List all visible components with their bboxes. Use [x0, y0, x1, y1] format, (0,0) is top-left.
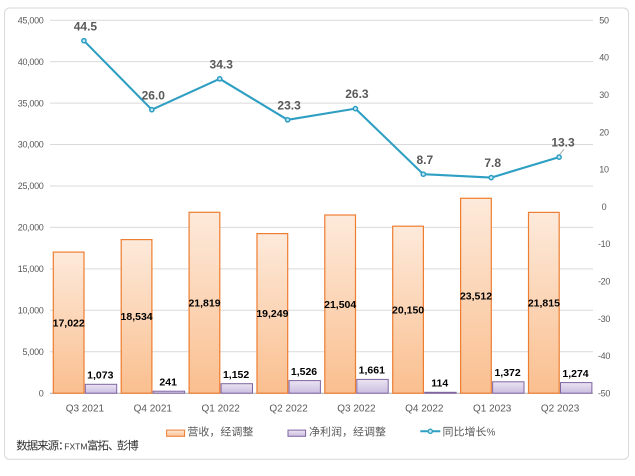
svg-text:13.3: 13.3 — [551, 136, 575, 150]
svg-text:0: 0 — [39, 388, 44, 398]
svg-text:20,000: 20,000 — [18, 223, 44, 233]
svg-text:-50: -50 — [598, 388, 610, 398]
svg-text:40,000: 40,000 — [18, 57, 44, 67]
svg-text:20,150: 20,150 — [392, 305, 424, 317]
svg-text:45,000: 45,000 — [18, 15, 44, 25]
svg-text:-40: -40 — [598, 351, 610, 361]
svg-text:20: 20 — [599, 127, 609, 137]
svg-text:18,534: 18,534 — [121, 311, 153, 323]
svg-text:23,512: 23,512 — [460, 291, 492, 303]
svg-text:1,372: 1,372 — [494, 367, 520, 379]
svg-text:21,504: 21,504 — [324, 299, 356, 311]
svg-text:10,000: 10,000 — [18, 306, 44, 316]
svg-text:1,274: 1,274 — [562, 368, 588, 380]
svg-text:34.3: 34.3 — [210, 57, 234, 71]
svg-text:21,815: 21,815 — [528, 298, 560, 310]
svg-text:26.3: 26.3 — [345, 87, 369, 101]
svg-text:17,022: 17,022 — [53, 318, 85, 330]
svg-text:Q2 2023: Q2 2023 — [541, 404, 580, 415]
svg-text:Q3 2021: Q3 2021 — [66, 404, 105, 415]
svg-text:1,073: 1,073 — [87, 370, 113, 382]
svg-text:Q4 2021: Q4 2021 — [134, 404, 173, 415]
svg-text:44.5: 44.5 — [74, 19, 98, 33]
svg-text:0: 0 — [602, 202, 607, 212]
svg-text:1,526: 1,526 — [291, 366, 317, 378]
svg-text:8.7: 8.7 — [416, 153, 433, 167]
svg-text:25,000: 25,000 — [18, 181, 44, 191]
svg-text:1,661: 1,661 — [359, 365, 385, 377]
svg-text:50: 50 — [599, 15, 609, 25]
svg-text:26.0: 26.0 — [142, 88, 166, 102]
svg-text:5,000: 5,000 — [22, 347, 43, 357]
svg-text:30,000: 30,000 — [18, 140, 44, 150]
svg-text:Q1 2022: Q1 2022 — [202, 404, 241, 415]
svg-text:FXTM: FXTM — [64, 441, 87, 451]
svg-text:15,000: 15,000 — [18, 264, 44, 274]
svg-text:114: 114 — [431, 378, 448, 390]
svg-text:30: 30 — [599, 90, 609, 100]
svg-text:40: 40 — [599, 53, 609, 63]
svg-text:Q3 2022: Q3 2022 — [337, 404, 376, 415]
svg-text:23.3: 23.3 — [277, 98, 301, 112]
svg-text:Q2 2022: Q2 2022 — [269, 404, 308, 415]
svg-text:241: 241 — [159, 376, 177, 388]
svg-text:Q1 2023: Q1 2023 — [473, 404, 512, 415]
svg-text:1,152: 1,152 — [223, 369, 249, 381]
svg-text:-30: -30 — [598, 314, 610, 324]
svg-text:19,249: 19,249 — [256, 308, 288, 320]
svg-text:10: 10 — [599, 165, 609, 175]
svg-text:%: % — [487, 428, 496, 439]
svg-text:Q4 2022: Q4 2022 — [405, 404, 444, 415]
svg-text:35,000: 35,000 — [18, 98, 44, 108]
svg-text:21,819: 21,819 — [188, 298, 220, 310]
svg-text:-20: -20 — [598, 277, 610, 287]
svg-text:7.8: 7.8 — [484, 156, 501, 170]
svg-text:-10: -10 — [598, 239, 610, 249]
